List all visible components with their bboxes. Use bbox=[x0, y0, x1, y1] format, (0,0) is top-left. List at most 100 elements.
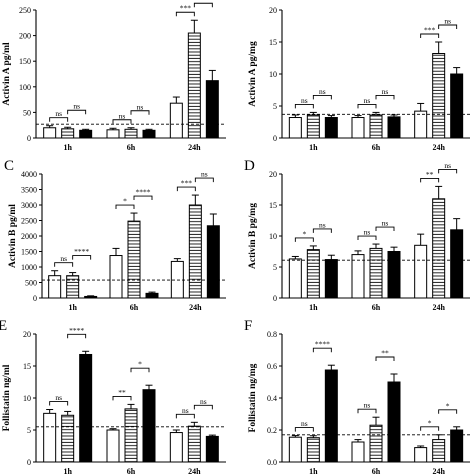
significance-bracket bbox=[133, 195, 153, 201]
significance-label: *** bbox=[181, 179, 193, 188]
y-tick-label: 0 bbox=[27, 458, 31, 467]
bar-open-1h bbox=[288, 117, 302, 139]
bar-striped-1h bbox=[306, 437, 320, 463]
bar-open-6h bbox=[106, 129, 120, 139]
significance-bracket bbox=[375, 226, 395, 232]
significance-label: **** bbox=[74, 247, 89, 256]
significance-label: ns bbox=[55, 109, 62, 118]
significance-label: ns bbox=[382, 87, 389, 96]
y-tick-label: 1000 bbox=[21, 263, 37, 272]
x-category-label: 1h bbox=[309, 143, 318, 152]
significance-label: * bbox=[201, 0, 205, 4]
y-tick-label: 4000 bbox=[21, 170, 37, 179]
bar-open-1h bbox=[48, 275, 62, 299]
bar-striped-24h bbox=[187, 425, 201, 463]
bar-striped-1h bbox=[306, 114, 320, 139]
y-tick-label: 10 bbox=[269, 232, 277, 241]
y-tick-label: 200 bbox=[19, 32, 31, 41]
significance-bracket bbox=[112, 395, 132, 401]
x-category-label: 24h bbox=[188, 467, 201, 474]
significance-label: ns bbox=[301, 96, 308, 105]
y-tick-label: 0.8 bbox=[267, 330, 277, 339]
y-tick-label: 2500 bbox=[21, 217, 37, 226]
bar-striped-1h bbox=[306, 249, 320, 299]
significance-label: ns bbox=[444, 161, 451, 170]
x-category-label: 6h bbox=[372, 143, 381, 152]
bar-open-1h bbox=[288, 258, 302, 299]
x-category-label: 6h bbox=[130, 303, 139, 312]
panel-letter: E bbox=[0, 318, 7, 334]
bar-filled-24h bbox=[450, 73, 464, 139]
significance-bracket bbox=[357, 103, 377, 109]
y-tick-label: 3000 bbox=[21, 201, 37, 210]
bar-filled-6h bbox=[145, 292, 159, 299]
significance-bracket bbox=[193, 2, 213, 8]
y-tick-label: 0.2 bbox=[267, 426, 277, 435]
y-tick-label: 15 bbox=[269, 201, 277, 210]
significance-bracket bbox=[294, 237, 314, 242]
significance-bracket bbox=[294, 103, 314, 109]
y-axis-title: Activin B pg/mg bbox=[248, 203, 258, 269]
significance-bracket bbox=[312, 94, 332, 100]
bar-filled-1h bbox=[324, 259, 338, 299]
significance-bracket bbox=[357, 235, 377, 241]
x-category-label: 1h bbox=[68, 303, 77, 312]
significance-label: ns bbox=[200, 397, 207, 406]
x-category-label: 6h bbox=[372, 467, 381, 474]
significance-label: ns bbox=[444, 17, 451, 26]
x-category-label: 1h bbox=[309, 303, 318, 312]
bar-open-6h bbox=[106, 429, 120, 463]
x-category-label: 6h bbox=[127, 467, 136, 474]
x-category-label: 1h bbox=[63, 143, 72, 152]
bar-filled-6h bbox=[142, 389, 156, 463]
y-tick-label: 20 bbox=[269, 170, 277, 179]
bar-filled-1h bbox=[79, 353, 93, 463]
chart-panel-0: 0 50 100 150 200 250 Activin A pg/ml 1h 6h 24h ns n… bbox=[2, 0, 226, 152]
significance-bracket bbox=[130, 110, 150, 115]
y-axis-title: Follistatin ng/mg bbox=[248, 363, 258, 432]
significance-bracket bbox=[420, 426, 440, 431]
significance-bracket bbox=[294, 427, 314, 432]
y-tick-label: 0.4 bbox=[267, 394, 277, 403]
y-tick-label: 20 bbox=[23, 330, 31, 339]
bar-striped-6h bbox=[369, 114, 383, 139]
bar-striped-24h bbox=[432, 439, 446, 463]
significance-label: * bbox=[123, 197, 127, 206]
significance-label: *** bbox=[180, 4, 192, 13]
significance-bracket bbox=[357, 408, 377, 414]
significance-label: * bbox=[138, 360, 142, 369]
significance-label: ns bbox=[137, 102, 144, 111]
bar-filled-24h bbox=[450, 229, 464, 299]
significance-label: ns bbox=[73, 102, 80, 111]
bar-filled-6h bbox=[387, 251, 401, 299]
bar-filled-24h bbox=[205, 80, 219, 139]
x-category-label: 6h bbox=[127, 143, 136, 152]
y-tick-label: 15 bbox=[269, 38, 277, 47]
bar-open-6h bbox=[351, 254, 365, 299]
significance-bracket bbox=[115, 204, 135, 210]
y-tick-label: 1500 bbox=[21, 248, 37, 257]
y-tick-label: 5 bbox=[273, 102, 277, 111]
y-tick-label: 3500 bbox=[21, 186, 37, 195]
x-category-label: 6h bbox=[372, 303, 381, 312]
bar-striped-24h bbox=[432, 53, 446, 139]
y-tick-label: 5 bbox=[27, 426, 31, 435]
significance-bracket bbox=[438, 168, 458, 174]
significance-label: ns bbox=[382, 219, 389, 228]
bar-filled-1h bbox=[84, 295, 98, 299]
significance-bracket bbox=[312, 228, 332, 233]
y-tick-label: 10 bbox=[23, 394, 31, 403]
bar-striped-6h bbox=[124, 128, 138, 139]
y-tick-label: 0 bbox=[273, 294, 277, 303]
significance-bracket bbox=[420, 177, 440, 183]
x-category-label: 1h bbox=[309, 467, 318, 474]
y-axis-title: Follistatin ng/ml bbox=[2, 364, 12, 431]
x-category-label: 24h bbox=[432, 143, 445, 152]
significance-label: * bbox=[428, 418, 432, 427]
y-tick-label: 50 bbox=[23, 108, 31, 117]
panel-letter: C bbox=[4, 158, 14, 174]
significance-label: **** bbox=[69, 326, 84, 335]
significance-bracket bbox=[130, 367, 150, 373]
bar-striped-6h bbox=[127, 220, 141, 299]
